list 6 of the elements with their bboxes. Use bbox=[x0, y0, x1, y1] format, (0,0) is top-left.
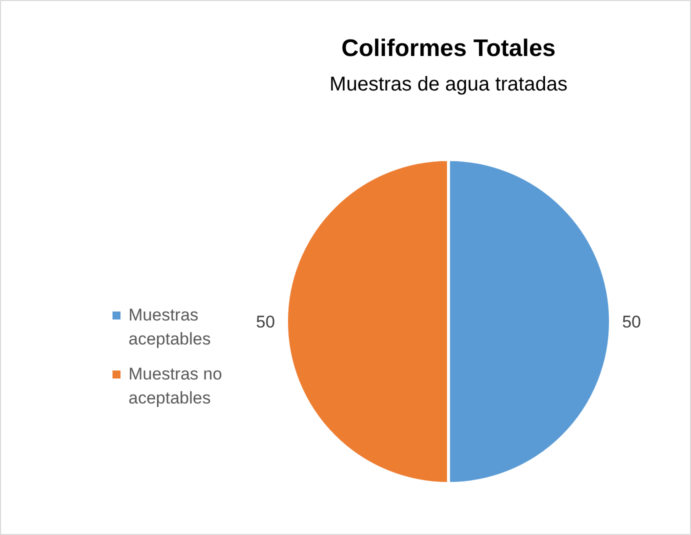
data-label: 50 bbox=[622, 312, 642, 332]
legend-label: Muestras no aceptables bbox=[128, 364, 222, 408]
chart-title: Coliformes Totales bbox=[341, 35, 556, 62]
data-label: 50 bbox=[256, 312, 275, 332]
chart-subtitle: Muestras de agua tratadas bbox=[330, 74, 568, 96]
legend-label: Muestras aceptables bbox=[128, 306, 211, 348]
